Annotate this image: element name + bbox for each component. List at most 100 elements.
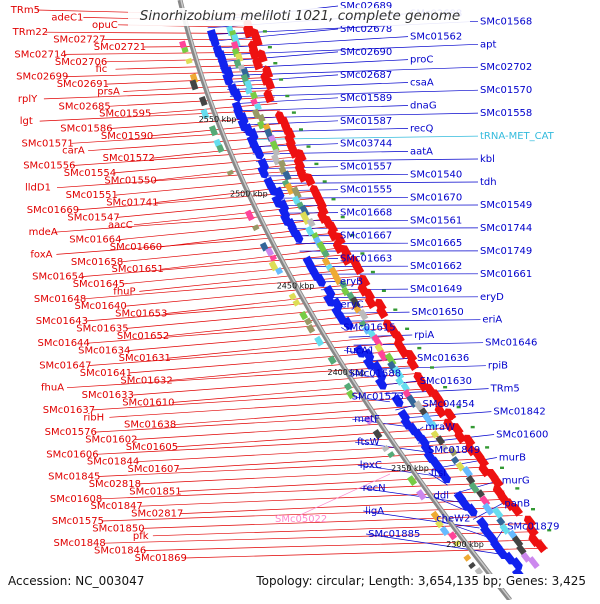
left-gene-label[interactable]: SMc01550	[104, 175, 156, 186]
right-gene-label[interactable]: SMc04454	[423, 399, 475, 410]
right-gene-label[interactable]: mraW	[425, 422, 455, 433]
right-gene-label[interactable]: SMc01588	[349, 368, 401, 379]
left-gene-label[interactable]: lgt	[20, 116, 33, 127]
left-gene-label[interactable]: SMc01590	[101, 131, 153, 142]
right-gene-label[interactable]: murB	[499, 453, 526, 464]
left-gene-label[interactable]: SMc01652	[117, 331, 169, 342]
right-gene-label[interactable]: dnaG	[410, 101, 437, 112]
right-gene-label[interactable]: SMc01667	[340, 231, 392, 242]
left-gene-label[interactable]: SMc01631	[119, 353, 171, 364]
left-gene-label[interactable]: mdeA	[29, 227, 58, 238]
left-gene-label[interactable]: rplY	[18, 94, 38, 105]
left-gene-label[interactable]: SMc02817	[131, 509, 183, 520]
left-gene-label[interactable]: SMc01605	[126, 442, 178, 453]
left-gene-label[interactable]: foxA	[30, 249, 52, 260]
left-gene-label[interactable]: fic	[96, 64, 108, 75]
right-gene-label[interactable]: SMc01561	[410, 215, 462, 226]
right-gene-label[interactable]: eryB	[340, 277, 363, 288]
right-gene-label[interactable]: SMc01636	[417, 353, 469, 364]
right-gene-label[interactable]: SMc01615	[343, 322, 395, 333]
right-gene-label[interactable]: SMc01562	[410, 32, 462, 43]
right-gene-label[interactable]: SMc02690	[340, 47, 392, 58]
left-gene-label[interactable]: SMc01660	[110, 242, 162, 253]
right-gene-label[interactable]: SMc01558	[480, 108, 532, 119]
right-gene-label[interactable]: SMc01842	[493, 407, 545, 418]
right-gene-label[interactable]: SMc01540	[410, 169, 462, 180]
left-gene-label[interactable]: SMc01869	[135, 553, 187, 564]
left-gene-label[interactable]: SMc01632	[120, 375, 172, 386]
right-gene-label[interactable]: SMc01668	[340, 208, 392, 219]
right-gene-label[interactable]: SMc02702	[480, 62, 532, 73]
right-gene-label[interactable]: eriA	[482, 315, 502, 326]
left-gene-label[interactable]: SMc01572	[103, 153, 155, 164]
right-gene-label[interactable]: SMc01662	[410, 261, 462, 272]
right-gene-label[interactable]: ddl	[434, 491, 449, 502]
right-gene-label[interactable]: SMc01744	[480, 223, 532, 234]
right-gene-label[interactable]: murG	[502, 475, 530, 486]
right-gene-label[interactable]: SMc01670	[410, 192, 462, 203]
right-gene-label[interactable]: rpiB	[488, 361, 508, 372]
right-gene-label[interactable]: ftsI	[431, 468, 446, 479]
right-gene-label[interactable]: cheW2	[436, 514, 470, 525]
right-gene-label[interactable]: proC	[410, 55, 433, 66]
right-gene-label[interactable]: lpxC	[360, 460, 382, 471]
left-gene-label[interactable]: SMc01638	[124, 420, 176, 431]
right-gene-label[interactable]: fucA1	[346, 345, 375, 356]
left-gene-label[interactable]: lldD1	[25, 183, 51, 194]
right-gene-label[interactable]: SMc01570	[480, 85, 532, 96]
right-gene-label[interactable]: eryC	[341, 299, 364, 310]
pink-gene-label[interactable]: SMc05022	[275, 514, 327, 525]
right-gene-label[interactable]: aatA	[410, 146, 433, 157]
right-gene-label[interactable]: recQ	[410, 123, 434, 134]
right-gene-label[interactable]: SMc03744	[340, 139, 392, 150]
right-gene-label[interactable]: recN	[363, 483, 386, 494]
right-gene-label[interactable]: SMc01663	[340, 254, 392, 265]
left-gene-label[interactable]: SMc02721	[94, 42, 146, 53]
right-gene-label[interactable]: TRm5	[490, 384, 520, 395]
right-gene-label[interactable]: SMc01557	[340, 162, 392, 173]
left-gene-label[interactable]: SMc01595	[99, 109, 151, 120]
left-gene-label[interactable]: SMc01653	[115, 309, 167, 320]
right-gene-label[interactable]: metF	[354, 414, 380, 425]
right-gene-label[interactable]: SMc01589	[340, 93, 392, 104]
right-gene-label[interactable]: SMc01573	[352, 391, 404, 402]
right-gene-label[interactable]: SMc01555	[340, 185, 392, 196]
right-gene-label[interactable]: SMc01600	[496, 430, 548, 441]
right-gene-label[interactable]: SMc01646	[485, 338, 537, 349]
right-gene-label[interactable]: tRNA-MET_CAT	[480, 131, 555, 142]
right-gene-label[interactable]: SMc01650	[412, 307, 464, 318]
right-gene-label[interactable]: SMc01665	[410, 238, 462, 249]
right-gene-label[interactable]: SMc01849	[428, 445, 480, 456]
left-gene-label[interactable]: SMc01610	[122, 398, 174, 409]
right-gene-label[interactable]: SMc01587	[340, 116, 392, 127]
left-gene-label[interactable]: carA	[62, 146, 85, 157]
right-gene-label[interactable]: eryD	[480, 292, 504, 303]
right-gene-label[interactable]: csaA	[410, 78, 434, 89]
right-gene-label[interactable]: SMc01549	[480, 200, 532, 211]
right-gene-label[interactable]: kbl	[480, 154, 495, 165]
right-gene-label[interactable]: SMc01885	[368, 529, 420, 540]
right-gene-label[interactable]: rpiA	[414, 330, 434, 341]
left-gene-label[interactable]: SMc01607	[128, 464, 180, 475]
left-gene-label[interactable]: SMc01651	[112, 264, 164, 275]
left-gene-label[interactable]: SMc01741	[106, 198, 158, 209]
right-gene-label[interactable]: SMc02687	[340, 70, 392, 81]
left-gene-label[interactable]: ribH	[83, 412, 104, 423]
left-gene-label[interactable]: SMc01851	[129, 486, 181, 497]
right-gene-label[interactable]: ligA	[365, 506, 384, 517]
left-gene-label[interactable]: TRm22	[12, 27, 49, 38]
right-gene-label[interactable]: panB	[504, 498, 530, 509]
right-gene-label[interactable]: SMc01630	[420, 376, 472, 387]
right-gene-label[interactable]: tdh	[480, 177, 497, 188]
left-gene-label[interactable]: fhuA	[41, 383, 64, 394]
right-gene-label[interactable]: SMc01749	[480, 246, 532, 257]
left-gene-label[interactable]: prsA	[97, 87, 120, 98]
right-gene-label[interactable]: apt	[480, 39, 496, 50]
left-gene-label[interactable]: aacC	[108, 220, 133, 231]
left-gene-label[interactable]: pfk	[133, 531, 149, 542]
right-gene-label[interactable]: ftsW	[357, 437, 379, 448]
left-gene-label[interactable]: fhuP	[113, 286, 135, 297]
right-gene-label[interactable]: SMc01879	[507, 521, 559, 532]
right-gene-label[interactable]: SMc01661	[480, 269, 532, 280]
right-gene-label[interactable]: SMc01649	[410, 284, 462, 295]
